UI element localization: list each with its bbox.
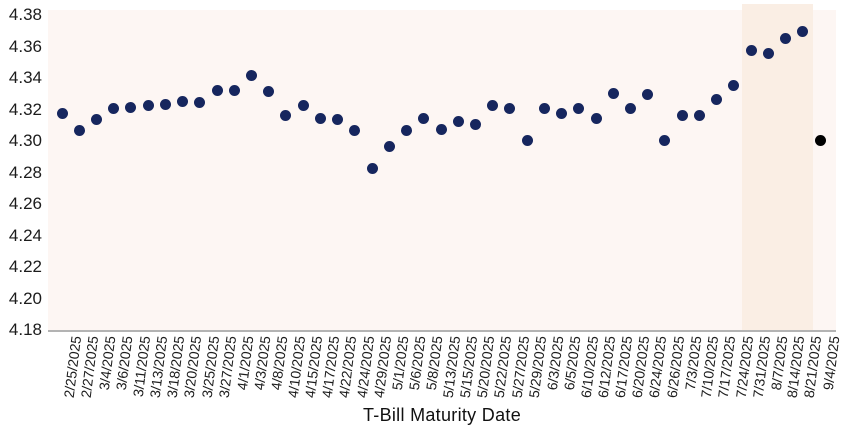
data-point <box>538 103 550 115</box>
data-point <box>607 87 619 99</box>
data-point <box>159 98 171 110</box>
data-point <box>56 108 68 120</box>
data-point <box>745 45 757 57</box>
data-point <box>435 123 447 135</box>
data-point <box>590 112 602 124</box>
y-tick-label: 4.30 <box>8 131 42 151</box>
y-tick-label: 4.20 <box>8 288 42 308</box>
data-point <box>349 125 361 137</box>
data-point <box>487 100 499 112</box>
data-point <box>642 89 654 101</box>
data-point <box>573 103 585 115</box>
y-tick-label: 4.36 <box>8 36 42 56</box>
data-point <box>263 86 275 98</box>
data-point <box>780 32 792 44</box>
data-point <box>659 134 671 146</box>
data-point <box>452 116 464 128</box>
y-tick-label: 4.22 <box>8 257 42 277</box>
data-point <box>366 163 378 175</box>
x-axis-title: T-Bill Maturity Date <box>362 405 522 425</box>
data-point <box>332 114 344 126</box>
y-tick-label: 4.24 <box>8 225 42 245</box>
plot-area-background <box>48 10 836 331</box>
data-point <box>142 100 154 112</box>
data-point <box>814 134 826 146</box>
data-point <box>383 141 395 153</box>
data-point <box>728 79 740 91</box>
y-tick-label: 4.28 <box>8 162 42 182</box>
data-point <box>418 112 430 124</box>
data-point <box>521 134 533 146</box>
x-axis-line <box>48 330 836 332</box>
highlight-band <box>742 4 813 331</box>
y-tick-label: 4.18 <box>8 320 42 340</box>
data-point <box>246 70 257 82</box>
data-point <box>504 103 516 115</box>
data-point <box>125 101 137 113</box>
data-point <box>556 108 568 120</box>
data-point <box>314 112 326 124</box>
y-tick-label: 4.26 <box>8 194 42 214</box>
data-point <box>711 93 723 105</box>
data-point <box>469 119 481 131</box>
y-tick-label: 4.38 <box>8 5 42 25</box>
data-point <box>194 97 206 109</box>
data-point <box>676 109 688 121</box>
data-point <box>228 84 240 96</box>
data-point <box>108 103 120 115</box>
y-tick-label: 4.32 <box>8 99 42 119</box>
data-point <box>797 26 809 38</box>
data-point <box>211 84 223 96</box>
y-tick-label: 4.34 <box>8 68 42 88</box>
data-point <box>297 100 309 112</box>
data-point <box>401 125 413 137</box>
data-point <box>625 103 636 115</box>
data-point <box>73 125 85 137</box>
data-point <box>280 109 292 121</box>
data-point <box>177 95 189 107</box>
data-point <box>762 48 774 60</box>
data-point <box>693 109 705 121</box>
data-point <box>90 114 102 126</box>
